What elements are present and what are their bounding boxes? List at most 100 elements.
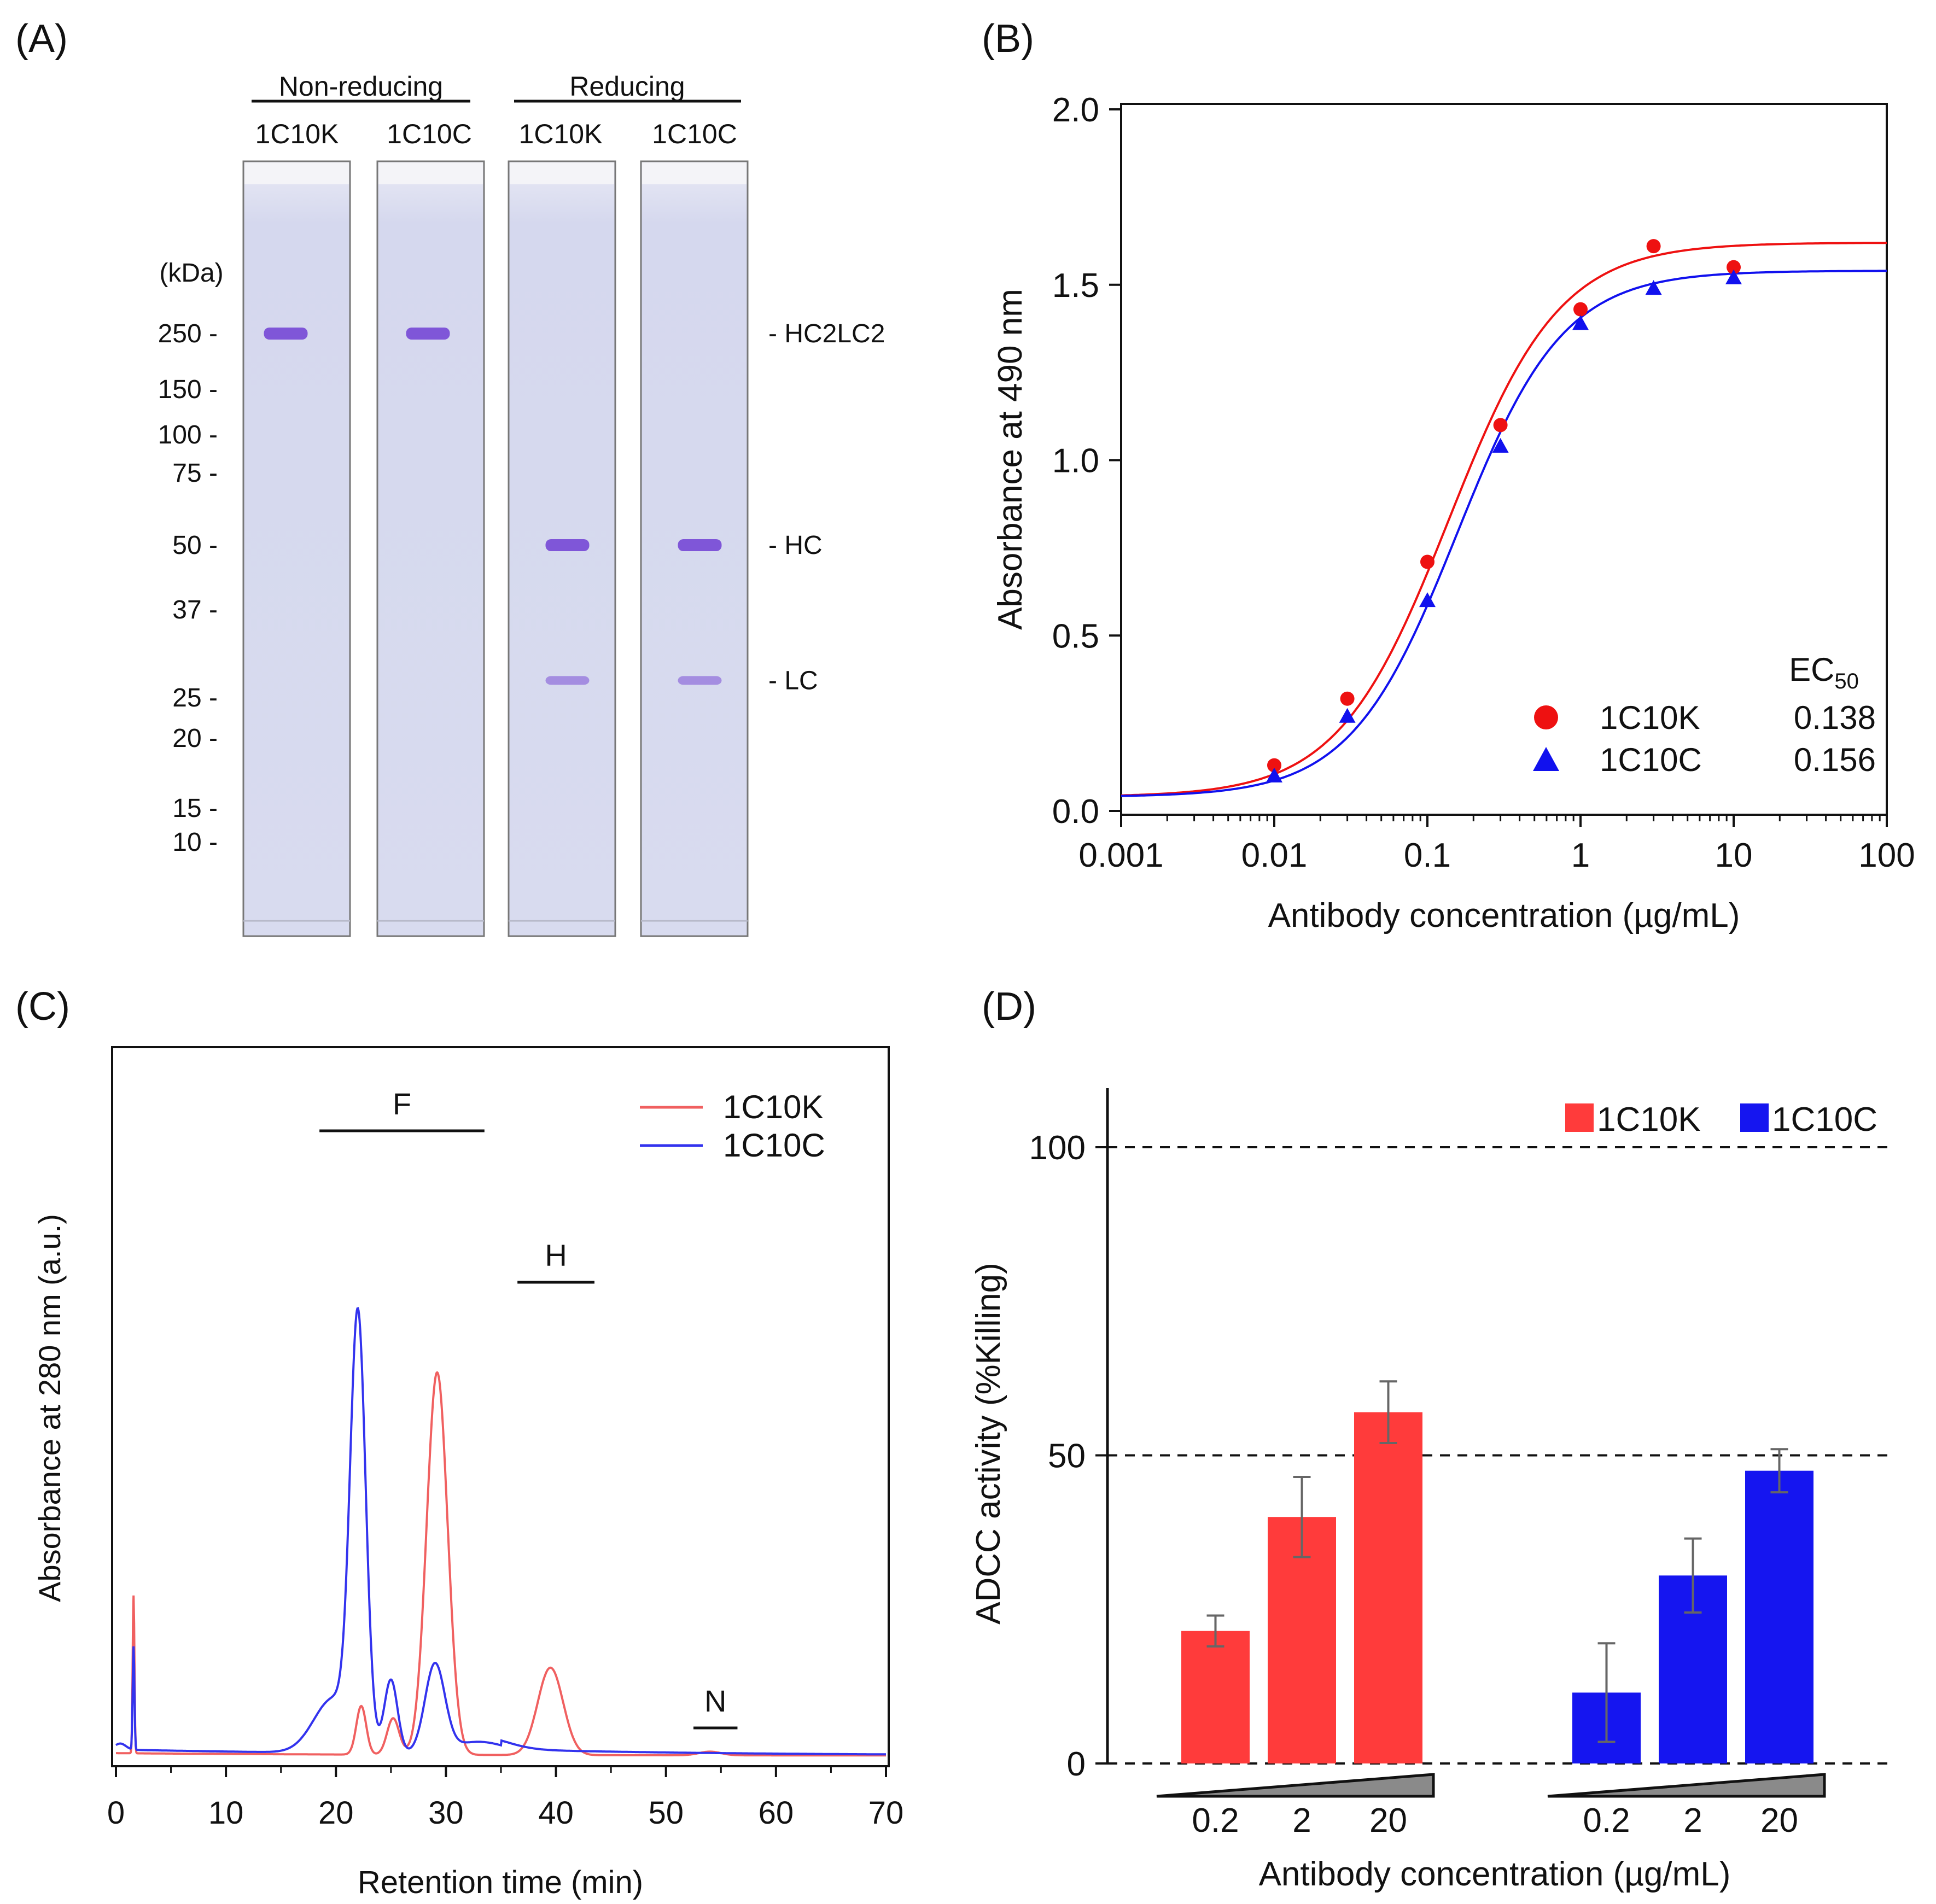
b-point-1c10c <box>1266 767 1282 782</box>
b-xtick-label-0: 0.001 <box>1078 837 1163 874</box>
gel-band-lc-lane-4 <box>678 676 722 685</box>
d-concentration-wedge-1c10c <box>1547 1773 1826 1798</box>
b-fit-curve-1c10c <box>1121 270 1887 797</box>
legend-name-1c10c-d: 1C10C <box>1772 1101 1877 1138</box>
b-xtick-label-2: 0.1 <box>1404 837 1451 874</box>
gel-well-4 <box>642 162 747 184</box>
marker-label-150: 150 - <box>158 375 218 404</box>
b-ytick-label-4: 2.0 <box>1052 91 1099 129</box>
b-point-1c10c <box>1339 708 1356 723</box>
marker-label-25: 25 - <box>172 684 218 712</box>
gel-well-1 <box>244 162 349 184</box>
d-category-label: 0.2 <box>1192 1802 1239 1839</box>
marker-label-20: 20 - <box>172 724 218 753</box>
gel-band-lc-lane-3 <box>545 676 590 685</box>
b-fit-curve-1c10k <box>1121 242 1887 797</box>
marker-label-37: 37 - <box>172 595 218 624</box>
gel-band-hc2lc2-lane-1 <box>264 328 308 340</box>
b-ytick-label-2: 1.0 <box>1052 442 1099 480</box>
gel-band-hc-lane-3 <box>545 539 590 551</box>
b-point-1c10c <box>1725 269 1742 284</box>
b-x-axis-label: Antibody concentration (µg/mL) <box>1268 897 1740 935</box>
b-point-1c10c <box>1645 280 1662 295</box>
lane-label-4: 1C10C <box>652 119 737 149</box>
b-point-1c10k <box>1727 260 1741 274</box>
legend-ec50-1c10k: 0.138 <box>1794 699 1876 736</box>
d-category-label: 2 <box>1683 1802 1702 1839</box>
c-region-label-F: F <box>393 1087 411 1121</box>
marker-label-250: 250 - <box>158 319 218 348</box>
d-ytick-label-1: 50 <box>1048 1438 1086 1475</box>
legend-name-1c10c: 1C10C <box>1600 741 1702 778</box>
band-label-2: - LC <box>768 666 818 695</box>
b-xtick-label-5: 100 <box>1858 837 1915 874</box>
c-region-label-N: N <box>704 1684 726 1718</box>
gel-band-hc-lane-4 <box>678 539 722 551</box>
b-ytick-label-0: 0.0 <box>1052 793 1099 831</box>
d-concentration-wedge-1c10k <box>1156 1773 1435 1798</box>
b-ytick-label-3: 1.5 <box>1052 267 1099 305</box>
c-region-label-H: H <box>545 1238 567 1272</box>
lane-label-3: 1C10K <box>519 119 603 149</box>
b-point-1c10c <box>1572 315 1589 330</box>
panel-c-chromatogram: 0 10 20 30 40 50 60 70 Retention time (min) Abs… <box>32 1046 904 1900</box>
plot-b-frame <box>1120 103 1888 816</box>
legend-swatch-1c10c <box>1740 1103 1769 1132</box>
b-ytick-label-1: 0.5 <box>1052 617 1099 655</box>
d-y-axis-label: ADCC activity (%Killing) <box>970 1263 1007 1624</box>
gel-lane-1 <box>242 160 351 937</box>
gel-band-hc2lc2-lane-2 <box>406 328 450 340</box>
b-xtick-label-4: 10 <box>1715 837 1753 874</box>
b-legend: EC50 1C10K 0.138 1C10C 0.156 <box>1533 651 1876 778</box>
c-xtick-label-3: 30 <box>428 1795 464 1831</box>
c-trace-1c10k <box>116 1371 886 1757</box>
b-point-1c10k <box>1646 239 1661 254</box>
c-trace-1c10c <box>115 1307 886 1756</box>
panel-b-letter: (B) <box>982 17 1034 61</box>
c-y-axis-label: Absorbance at 280 nm (a.u.) <box>32 1214 67 1602</box>
band-label-0: - HC2LC2 <box>768 319 885 348</box>
d-bar-1c10k-0.2 <box>1181 1631 1250 1763</box>
reducing-label: Reducing <box>569 71 685 102</box>
panel-a-gel: Non-reducing Reducing 1C10K 1C10C 1C10K … <box>158 71 885 937</box>
legend-name-1c10k-c: 1C10K <box>723 1089 823 1125</box>
legend-marker-1c10c <box>1533 747 1559 771</box>
panel-d-letter: (D) <box>982 985 1036 1029</box>
d-ytick-label-0: 0 <box>1067 1745 1086 1783</box>
gel-well-2 <box>378 162 483 184</box>
marker-label-10: 10 - <box>172 828 218 857</box>
legend-name-1c10k-d: 1C10K <box>1597 1101 1701 1138</box>
b-point-1c10k <box>1267 758 1281 773</box>
d-category-label: 0.2 <box>1583 1802 1630 1839</box>
b-xtick-label-3: 1 <box>1571 837 1590 874</box>
ec50-header: EC50 <box>1789 651 1859 693</box>
b-point-1c10c <box>1492 437 1509 453</box>
panel-b-binding-chart: 0.001 0.01 0.1 1 10 100 0.0 0.5 1.0 1.5 2.0 Antibo… <box>992 91 1915 935</box>
d-category-label: 20 <box>1760 1802 1798 1839</box>
b-xtick-label-1: 0.01 <box>1241 837 1308 874</box>
b-point-1c10k <box>1420 554 1434 569</box>
c-xtick-label-7: 70 <box>868 1795 904 1831</box>
d-ytick-label-2: 100 <box>1029 1129 1086 1167</box>
lane-label-2: 1C10C <box>387 119 472 149</box>
d-x-axis-label: Antibody concentration (µg/mL) <box>1259 1855 1731 1893</box>
nonreducing-label: Non-reducing <box>279 71 443 102</box>
band-label-1: - HC <box>768 531 823 560</box>
b-point-1c10k <box>1493 418 1508 433</box>
c-xtick-label-0: 0 <box>107 1795 125 1831</box>
b-point-1c10k <box>1573 302 1588 317</box>
d-bar-1c10c-20 <box>1745 1470 1813 1763</box>
legend-name-1c10k: 1C10K <box>1600 699 1700 736</box>
marker-label-50: 50 - <box>172 531 218 560</box>
marker-label-100: 100 - <box>158 420 218 449</box>
d-bar-1c10k-20 <box>1354 1412 1422 1763</box>
panel-c-letter: (C) <box>15 985 70 1029</box>
lane-label-1: 1C10K <box>255 119 339 149</box>
c-legend: 1C10K 1C10C <box>640 1089 825 1164</box>
panel-d-adcc-bars: 0 50 100 ADCC activity (%Killing) Antibody… <box>970 1088 1895 1893</box>
gel-lane-2 <box>376 160 485 937</box>
c-xtick-label-4: 40 <box>538 1795 574 1831</box>
panel-a-letter: (A) <box>15 17 68 61</box>
c-x-axis-label: Retention time (min) <box>358 1865 643 1900</box>
